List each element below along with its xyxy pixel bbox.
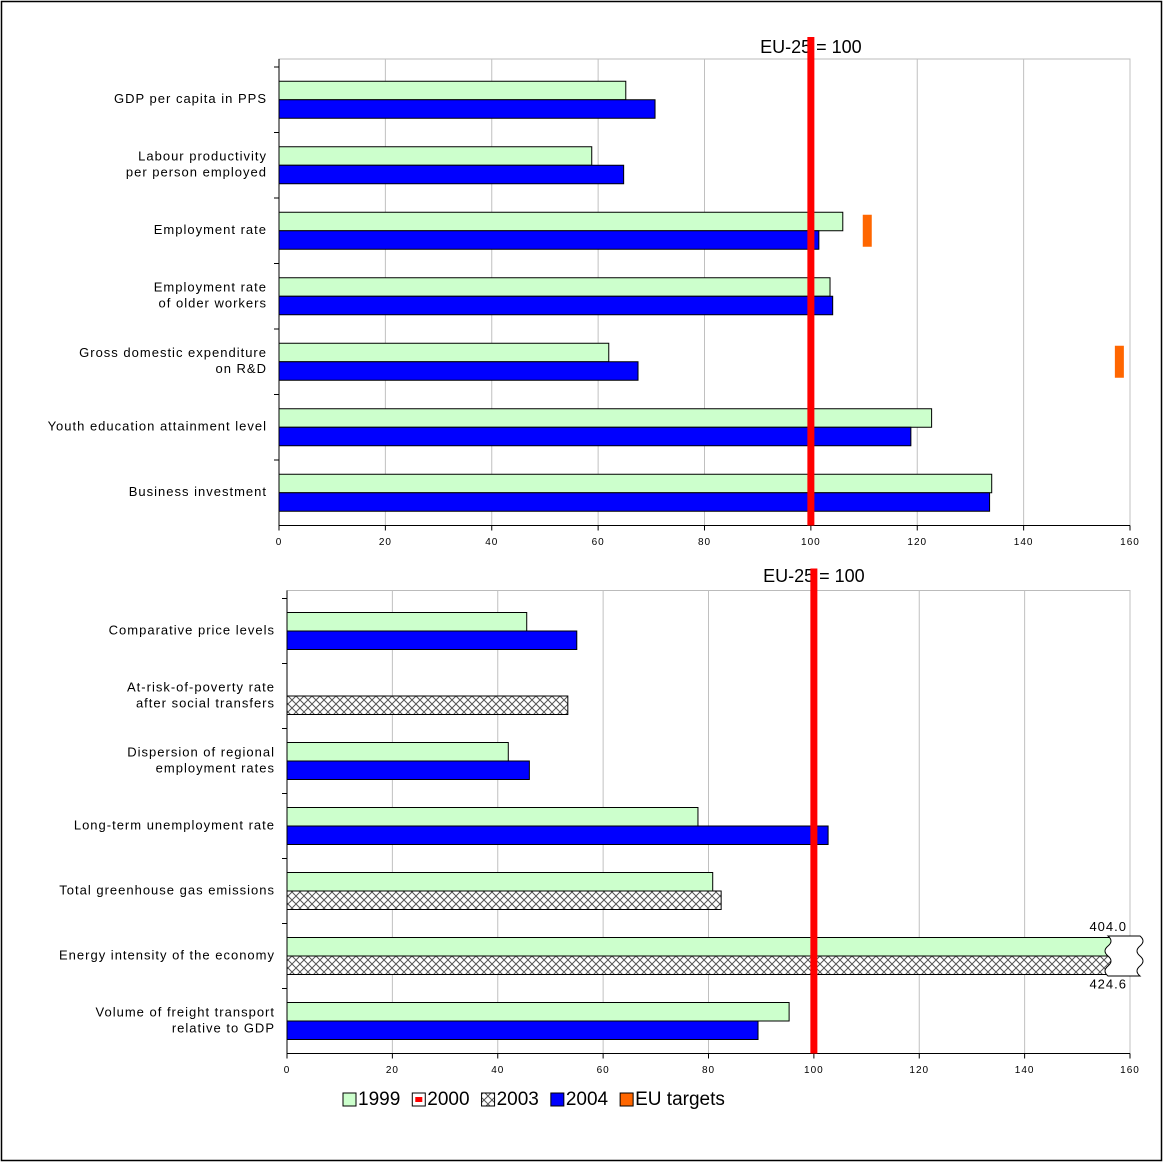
bar [279,492,991,512]
x-tick-label: 120 [909,1065,929,1076]
y-tick-label: Volume of freight transport [96,1004,275,1019]
y-tick-label: GDP per capita in PPS [114,91,267,106]
x-tick-label: 100 [804,1065,824,1076]
y-tick-label: of older workers [159,296,267,311]
legend-swatch [550,1092,565,1107]
bar [287,1020,759,1040]
bar [287,890,722,910]
value-label: 424.6 [1089,976,1127,991]
y-tick-label: on R&D [215,361,267,376]
legend-swatch [342,1092,357,1107]
bar [287,872,714,892]
x-tick-label: 80 [702,1065,715,1076]
y-tick-label: Business investment [129,484,267,499]
y-tick-label: Employment rate [154,280,267,295]
x-tick-label: 20 [386,1065,399,1076]
x-tick-label: 60 [592,537,605,548]
legend: 1999 2000 2003 2004 EU targets [342,1089,725,1110]
bars [279,80,993,512]
y-tick-label: Energy intensity of the economy [59,947,275,962]
target-marker [1114,345,1124,378]
bar [287,955,1130,975]
x-tick-label: 100 [801,537,821,548]
x-tick-label: 20 [379,537,392,548]
x-tick-label: 140 [1015,1065,1035,1076]
x-tick-label: 140 [1014,537,1034,548]
bar [279,473,993,494]
y-tick-label: At-risk-of-poverty rate [127,679,275,694]
bar [279,361,639,381]
value-label: 404.0 [1089,919,1127,934]
bar [279,295,834,316]
y-tick-label: Youth education attainment level [48,419,267,434]
axis-break [1104,935,1144,977]
bar [287,760,530,780]
legend-label: EU targets [635,1089,725,1110]
y-tick-label: Dispersion of regional [127,744,275,759]
y-tick-label: Labour productivity [138,149,267,164]
y-tick-label: Gross domestic expenditure [79,345,267,360]
bar [279,277,831,297]
y-tick-label: Long-term unemployment rate [74,817,275,832]
bar [279,80,627,101]
x-tick-label: 0 [276,537,283,548]
bar [279,211,844,232]
y-tick-label: per person employed [126,165,267,180]
legend-label: 2003 [497,1089,539,1110]
bar [279,164,625,185]
legend-swatch [481,1092,496,1107]
x-tick-label: 80 [698,537,711,548]
bar [287,825,829,845]
bar [279,426,912,447]
y-tick-label: relative to GDP [172,1020,275,1035]
bar [287,630,578,650]
bar [279,99,656,119]
legend-label: 2000 [427,1089,469,1110]
y-tick-label: after social transfers [136,695,275,710]
bar [287,612,528,632]
y-tick-label: Comparative price levels [109,622,275,637]
legend-label: 2004 [566,1089,609,1110]
bars [287,612,1130,1040]
target-marker [862,214,872,247]
y-tick-label: Total greenhouse gas emissions [59,882,275,897]
legend-swatch-marker [415,1097,423,1102]
x-tick-label: 120 [907,537,927,548]
bar [279,408,933,428]
x-tick-label: 160 [1120,1065,1140,1076]
bar [279,146,593,166]
y-tick-label: employment rates [156,760,275,775]
bar [287,695,569,715]
y-tick-label: Employment rate [154,222,267,237]
legend-swatch [619,1092,634,1107]
bar [279,342,610,363]
bar [287,937,1130,957]
bar [287,742,509,762]
bar [287,1002,790,1022]
x-tick-label: 160 [1120,537,1140,548]
bar [279,230,820,250]
x-tick-label: 60 [597,1065,610,1076]
x-tick-label: 40 [485,537,498,548]
x-tick-label: 0 [284,1065,291,1076]
x-tick-label: 40 [491,1065,504,1076]
bar [287,807,699,827]
legend-label: 1999 [358,1089,400,1110]
